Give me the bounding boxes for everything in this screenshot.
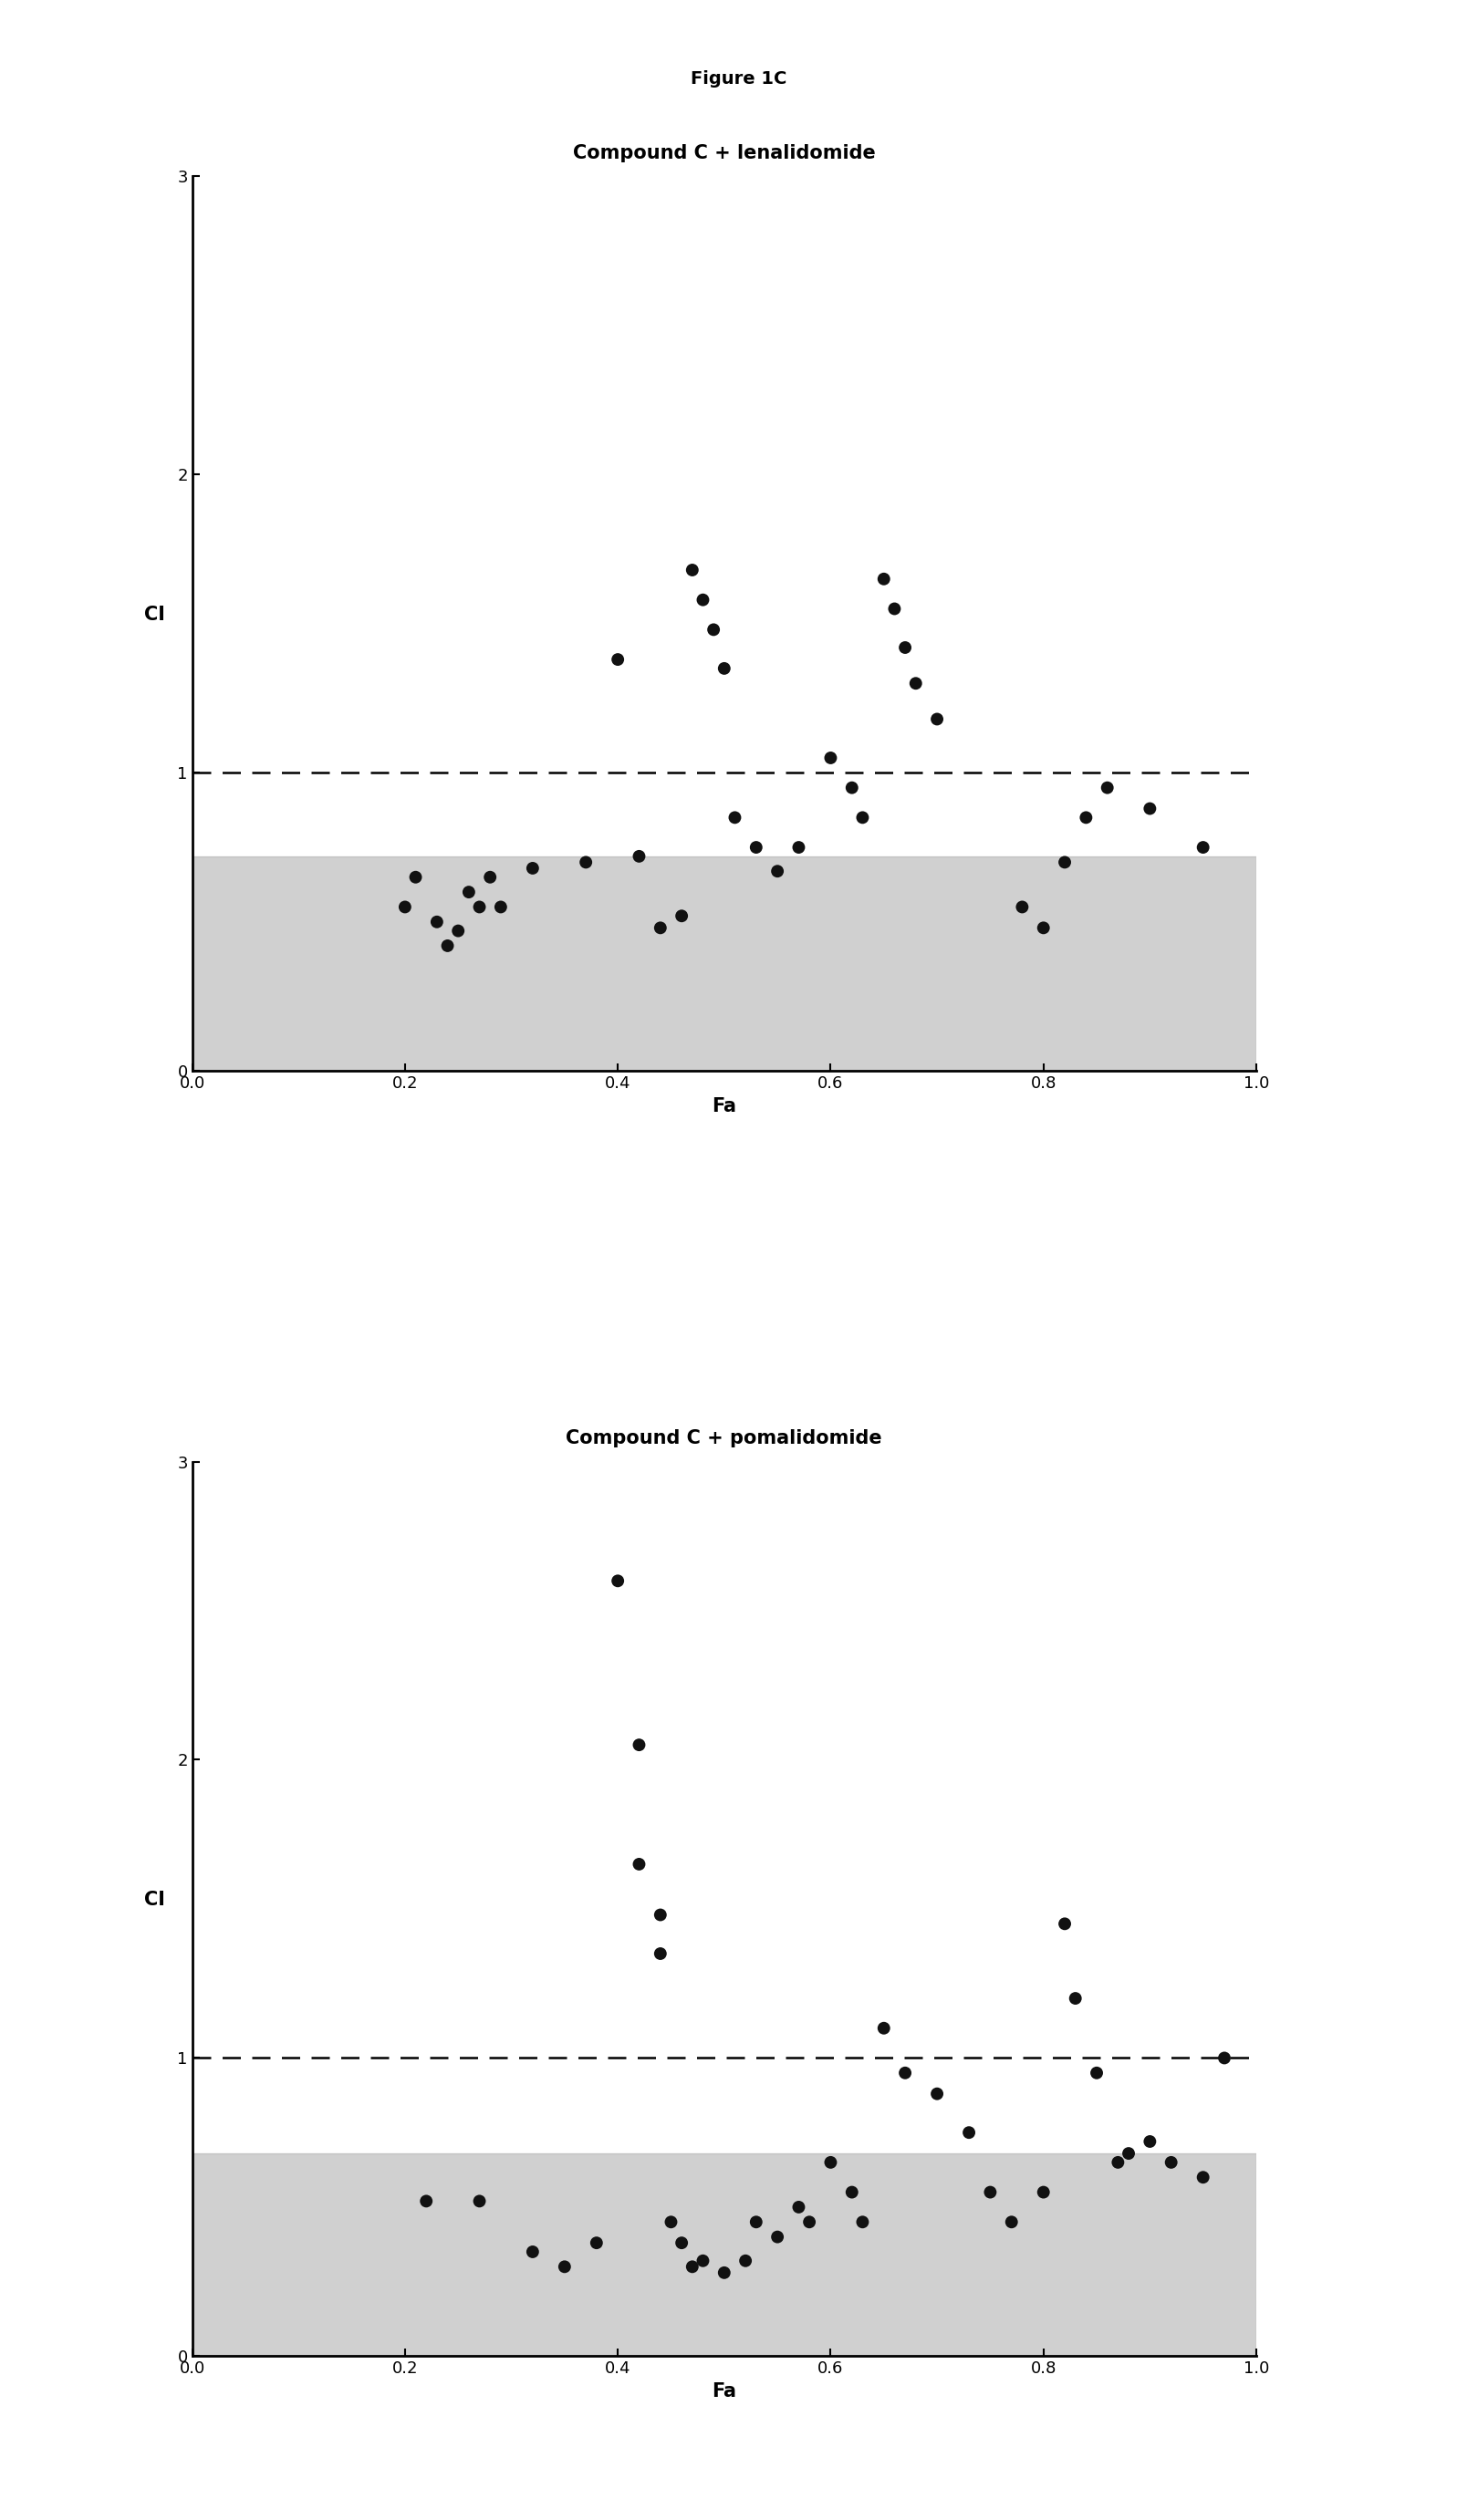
Point <box>1032 2172 1055 2213</box>
Point <box>712 2253 736 2293</box>
Point <box>851 2202 875 2243</box>
Point <box>1212 2039 1236 2079</box>
Point <box>403 857 427 897</box>
Point <box>1191 2157 1215 2197</box>
Point <box>1159 2142 1182 2182</box>
Point <box>1011 887 1035 927</box>
Point <box>872 559 896 600</box>
X-axis label: Fa: Fa <box>712 2381 736 2402</box>
Point <box>999 2202 1023 2243</box>
Point <box>467 887 491 927</box>
Point <box>745 2202 769 2243</box>
Point <box>426 902 449 942</box>
Point <box>1032 907 1055 948</box>
Point <box>819 2142 842 2182</box>
Point <box>606 1560 630 1600</box>
Point <box>659 2202 683 2243</box>
Y-axis label: CI: CI <box>143 1890 166 1910</box>
Bar <box>192 857 1256 1071</box>
Point <box>786 2187 810 2228</box>
Point <box>1138 2122 1162 2162</box>
Point <box>467 2180 491 2220</box>
Point <box>680 2248 704 2288</box>
Point <box>1085 2054 1108 2094</box>
Point <box>627 837 650 877</box>
Point <box>702 610 726 650</box>
Point <box>1191 827 1215 867</box>
Point <box>457 872 480 912</box>
Point <box>882 590 906 630</box>
X-axis label: Fa: Fa <box>712 1096 736 1116</box>
Point <box>766 2218 789 2258</box>
Point <box>489 887 513 927</box>
Point <box>766 852 789 892</box>
Point <box>670 895 693 935</box>
Point <box>840 2172 863 2213</box>
Point <box>627 1845 650 1885</box>
Point <box>573 842 597 882</box>
Point <box>798 2202 822 2243</box>
Point <box>446 910 470 950</box>
Point <box>649 1895 672 1935</box>
Text: Figure 1C: Figure 1C <box>690 71 788 88</box>
Point <box>585 2223 609 2263</box>
Point <box>893 627 916 668</box>
Point <box>692 2240 715 2281</box>
Point <box>978 2172 1002 2213</box>
Point <box>925 2074 949 2114</box>
Point <box>745 827 769 867</box>
Title: Compound C + lenalidomide: Compound C + lenalidomide <box>573 144 875 161</box>
Point <box>1095 769 1119 809</box>
Point <box>1052 842 1076 882</box>
Point <box>436 925 460 965</box>
Point <box>1106 2142 1129 2182</box>
Point <box>733 2240 757 2281</box>
Point <box>393 887 417 927</box>
Point <box>479 857 503 897</box>
Point <box>520 849 544 890</box>
Point <box>1138 789 1162 829</box>
Point <box>840 769 863 809</box>
Point <box>1117 2134 1141 2175</box>
Point <box>627 1724 650 1764</box>
Point <box>1052 1903 1076 1943</box>
Point <box>786 827 810 867</box>
Point <box>851 796 875 837</box>
Point <box>520 2233 544 2273</box>
Point <box>553 2248 576 2288</box>
Y-axis label: CI: CI <box>143 605 166 625</box>
Point <box>958 2112 981 2152</box>
Point <box>819 738 842 779</box>
Bar <box>192 2155 1256 2356</box>
Point <box>670 2223 693 2263</box>
Title: Compound C + pomalidomide: Compound C + pomalidomide <box>566 1429 882 1446</box>
Point <box>723 796 746 837</box>
Point <box>1075 796 1098 837</box>
Point <box>606 640 630 680</box>
Point <box>649 907 672 948</box>
Point <box>414 2180 437 2220</box>
Point <box>893 2054 916 2094</box>
Point <box>905 663 928 703</box>
Point <box>692 580 715 620</box>
Point <box>680 549 704 590</box>
Point <box>1064 1978 1088 2019</box>
Point <box>712 648 736 688</box>
Point <box>872 2008 896 2049</box>
Point <box>925 698 949 738</box>
Point <box>649 1933 672 1973</box>
